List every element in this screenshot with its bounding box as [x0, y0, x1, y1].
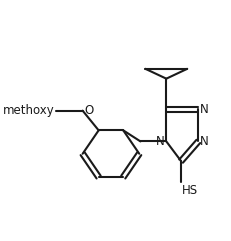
Text: N: N: [156, 135, 165, 148]
Text: N: N: [200, 103, 209, 116]
Text: methoxy: methoxy: [3, 104, 54, 117]
Text: N: N: [200, 135, 209, 148]
Text: HS: HS: [182, 185, 198, 197]
Text: O: O: [85, 104, 94, 117]
